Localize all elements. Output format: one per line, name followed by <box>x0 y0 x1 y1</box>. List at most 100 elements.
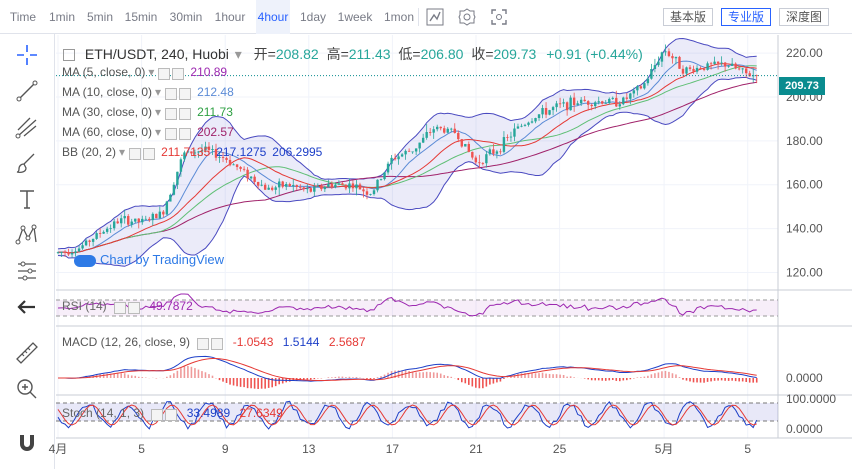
trend-line-icon[interactable] <box>14 78 40 104</box>
version-button-0[interactable]: 基本版 <box>663 8 714 26</box>
version-button-2[interactable]: 深度图 <box>779 8 830 26</box>
indicator-settings-icon[interactable] <box>165 107 178 120</box>
brush-icon[interactable] <box>14 150 40 176</box>
indicator-settings-icon[interactable] <box>158 67 171 80</box>
crosshair-icon[interactable] <box>14 42 40 68</box>
candle-body <box>165 201 169 215</box>
candle-body <box>502 137 506 152</box>
indicator-close-icon[interactable] <box>179 127 192 140</box>
indicator-close-icon[interactable] <box>179 87 192 100</box>
indicator-close-icon[interactable] <box>172 67 185 80</box>
prediction-tool-icon[interactable] <box>14 258 40 284</box>
open-value: 208.82 <box>275 46 319 62</box>
candle-body <box>176 171 179 185</box>
tradingview-watermark[interactable]: Chart by TradingView <box>74 252 224 267</box>
indicator-controls[interactable] <box>158 65 186 81</box>
candle-body <box>116 221 119 224</box>
candle-body <box>443 128 446 133</box>
candle-body <box>242 168 246 170</box>
indicator-controls[interactable] <box>165 125 193 141</box>
candle-body <box>369 194 372 195</box>
macd-controls[interactable] <box>197 335 225 351</box>
candle-body <box>334 184 337 188</box>
indicator-value: 202.57 <box>197 125 234 139</box>
symbol-title[interactable]: ETH/USDT, 240, Huobi <box>84 46 229 62</box>
candle-body <box>576 103 579 106</box>
candle-body <box>379 179 383 180</box>
ruler-icon[interactable] <box>14 340 40 366</box>
timeframe-1min[interactable]: 1min <box>48 10 75 24</box>
candle-body <box>530 121 534 123</box>
candle-body <box>158 211 162 219</box>
rsi-settings-icon[interactable] <box>114 301 127 314</box>
timeframe-5min[interactable]: 5min <box>86 10 113 24</box>
indicator-name: MA (60, close, 0) <box>62 125 153 139</box>
timeframe-1mon[interactable]: 1mon <box>383 10 415 24</box>
watermark-text: Chart by TradingView <box>100 252 225 267</box>
candle-body <box>544 107 548 115</box>
fullscreen-icon[interactable] <box>490 8 508 26</box>
candle-body <box>706 63 709 70</box>
indicator-settings-icon[interactable] <box>165 87 178 100</box>
indicator-close-icon[interactable] <box>179 107 192 120</box>
stoch-settings-icon[interactable] <box>151 408 164 421</box>
rsi-band-fill <box>56 300 778 316</box>
indicator-settings-icon[interactable] <box>129 147 142 160</box>
zoom-in-icon[interactable] <box>14 376 40 402</box>
pitchfork-icon[interactable] <box>14 114 40 140</box>
candle-body <box>302 187 305 190</box>
settings-gear-icon[interactable] <box>458 8 476 26</box>
candle-body <box>288 184 291 187</box>
indicator-controls[interactable] <box>165 85 193 101</box>
macd-settings-icon[interactable] <box>197 337 210 350</box>
macd-close-icon[interactable] <box>211 337 224 350</box>
candle-body <box>495 151 499 154</box>
indicator-caret-icon[interactable]: ▾ <box>155 125 162 139</box>
candle-body <box>204 146 207 151</box>
candle-body <box>646 78 650 84</box>
candle-body <box>523 124 527 126</box>
candle-body <box>604 103 607 104</box>
indicator-caret-icon[interactable]: ▾ <box>148 65 155 79</box>
candle-body <box>636 86 639 91</box>
candle-body <box>688 67 692 69</box>
back-arrow-icon[interactable] <box>14 294 40 320</box>
rsi-controls[interactable] <box>114 299 142 315</box>
indicator-value: 217.1275 <box>216 145 267 159</box>
legend-caret-icon[interactable]: ▾ <box>234 46 242 62</box>
timeframe-1day[interactable]: 1day <box>299 10 327 24</box>
candle-body <box>383 172 386 180</box>
chart-type-icon[interactable] <box>426 8 444 26</box>
version-button-1[interactable]: 专业版 <box>721 8 772 26</box>
timeframe-4hour[interactable]: 4hour <box>256 0 290 34</box>
indicator-close-icon[interactable] <box>143 147 156 160</box>
candle-body <box>618 104 621 107</box>
candle-body <box>105 228 109 232</box>
stoch-close-icon[interactable] <box>165 408 178 421</box>
candle-body <box>499 151 502 153</box>
indicator-controls[interactable] <box>129 145 157 161</box>
rsi-close-icon[interactable] <box>128 301 141 314</box>
pattern-tool-icon[interactable] <box>14 222 40 248</box>
candle-body <box>70 253 74 255</box>
candle-body <box>102 231 105 234</box>
indicator-row: MA (5, close, 0) ▾ 210.89 <box>62 64 233 80</box>
timeframe-1week[interactable]: 1week <box>337 10 373 24</box>
indicator-controls[interactable] <box>165 105 193 121</box>
indicator-settings-icon[interactable] <box>165 127 178 140</box>
rsi-label: RSI (14) <box>62 299 107 313</box>
text-tool-icon[interactable] <box>14 186 40 212</box>
collapse-icon[interactable] <box>63 49 75 62</box>
magnet-icon[interactable] <box>14 430 40 456</box>
indicator-caret-icon[interactable]: ▾ <box>155 85 162 99</box>
candle-body <box>365 191 369 195</box>
timeframe-1hour[interactable]: 1hour <box>214 10 246 24</box>
timeframe-15min[interactable]: 15min <box>124 10 158 24</box>
timeframe-time[interactable]: Time <box>9 10 37 24</box>
drawing-tools-sidebar <box>0 34 55 469</box>
stoch-controls[interactable] <box>151 406 179 422</box>
timeframe-30min[interactable]: 30min <box>169 10 203 24</box>
indicator-caret-icon[interactable]: ▾ <box>155 105 162 119</box>
indicator-caret-icon[interactable]: ▾ <box>119 145 126 159</box>
